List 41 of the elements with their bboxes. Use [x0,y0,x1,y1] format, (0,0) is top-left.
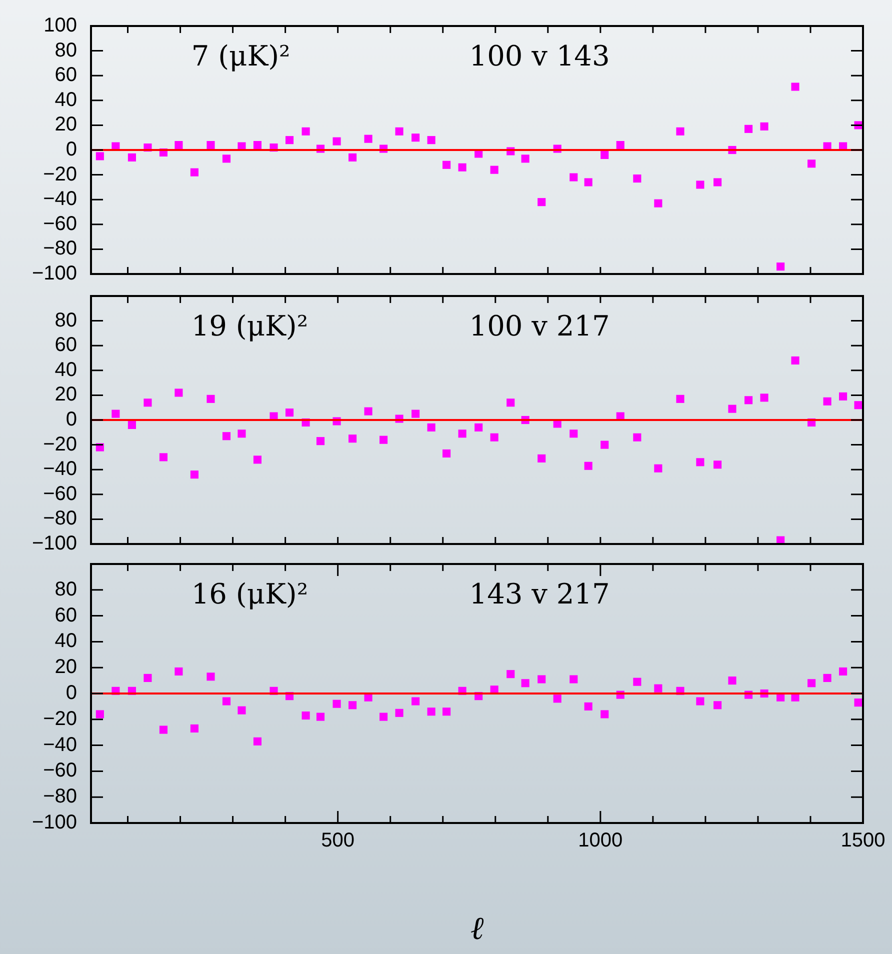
annotation: 100 v 217 [469,309,610,342]
annotation: 19 (μK)² [191,309,308,342]
x-tick-label: 1000 [578,830,623,852]
y-tick-label: −20 [43,708,77,730]
y-tick-label: −20 [43,163,77,186]
x-axis-title: ℓ [470,909,484,948]
y-tick-label: 20 [54,384,77,406]
y-tick-label: −40 [43,734,77,756]
y-tick-label: −60 [43,212,77,235]
y-tick-label: −100 [32,262,77,285]
x-tick-label: 1500 [840,830,886,852]
y-tick-label: −100 [32,812,77,834]
annotation: 100 v 143 [469,39,610,72]
y-tick-label: 20 [54,114,77,136]
y-tick-label: 80 [54,309,77,332]
y-tick-label: 40 [54,358,77,381]
y-tick-label: 0 [66,138,77,161]
y-tick-label: 80 [54,39,77,62]
y-tick-label: 100 [44,14,77,37]
y-tick-label: −100 [32,532,77,555]
y-tick-label: 20 [54,656,77,678]
y-tick-label: 80 [54,578,77,600]
y-tick-label: 0 [66,682,77,704]
y-tick-label: 0 [66,408,77,431]
y-tick-label: −60 [43,482,77,505]
y-tick-label: −60 [43,760,77,782]
y-tick-label: 40 [54,88,77,111]
y-tick-label: −80 [43,786,77,808]
y-tick-label: 40 [54,630,77,652]
y-tick-label: −80 [43,238,77,260]
y-tick-label: 60 [54,334,77,356]
x-tick-label: 500 [321,830,355,852]
y-tick-label: −20 [43,433,77,456]
y-tick-label: 60 [54,64,77,86]
annotation: 16 (μK)² [191,577,308,610]
y-tick-label: −40 [43,188,77,210]
annotation: 143 v 217 [469,577,610,610]
y-tick-label: 60 [54,604,77,626]
y-tick-label: −40 [43,458,77,480]
annotation: 7 (μK)² [191,39,290,72]
y-tick-label: −80 [43,508,77,530]
